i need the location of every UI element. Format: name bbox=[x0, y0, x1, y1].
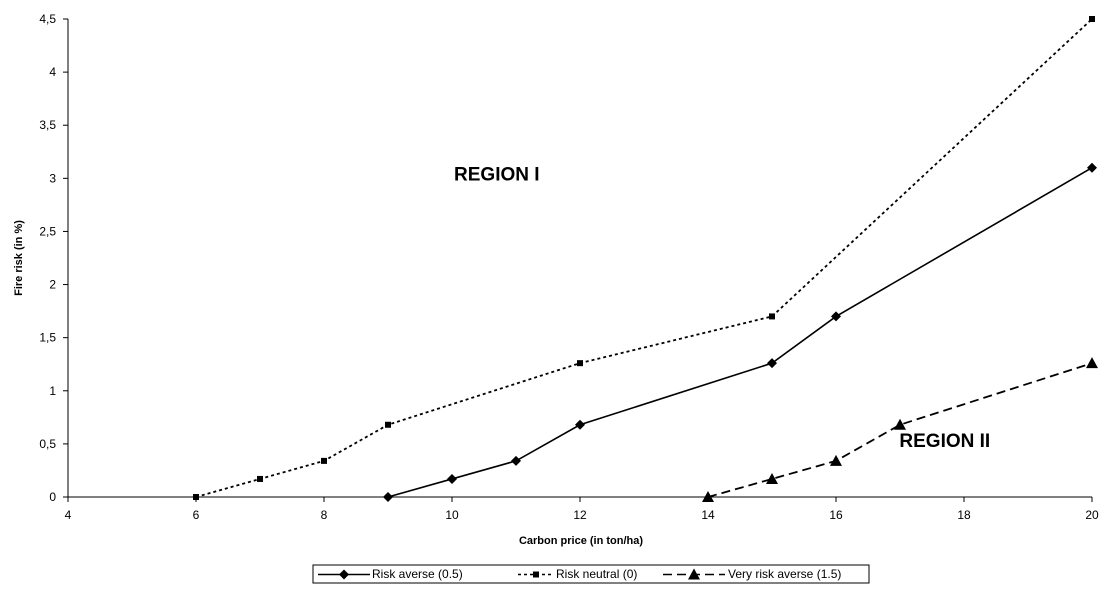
axes bbox=[63, 18, 1093, 502]
x-axis-title: Carbon price (in ton/ha) bbox=[519, 535, 643, 547]
x-tick-label: 4 bbox=[65, 508, 72, 522]
data-point-triangle bbox=[1086, 357, 1098, 369]
data-point-diamond bbox=[1087, 162, 1097, 173]
y-tick-label: 3 bbox=[49, 171, 56, 185]
data-point-square bbox=[769, 313, 775, 320]
y-tick-label: 1 bbox=[49, 384, 56, 398]
data-point-square bbox=[577, 360, 583, 367]
x-tick-label: 6 bbox=[193, 508, 200, 522]
data-point-diamond bbox=[447, 473, 457, 484]
region-label-2: REGION II bbox=[899, 431, 990, 452]
y-tick-label: 3,5 bbox=[39, 118, 56, 132]
legend-label-2: Risk neutral (0) bbox=[556, 567, 637, 581]
y-tick-label: 0 bbox=[49, 490, 56, 504]
data-point-diamond bbox=[383, 492, 393, 502]
data-point-square bbox=[193, 494, 199, 500]
data-point-square bbox=[257, 475, 263, 482]
data-point-square bbox=[1089, 16, 1095, 22]
x-tick-label: 8 bbox=[321, 508, 328, 522]
y-tick-label: 4,5 bbox=[39, 12, 56, 26]
legend-label-3: Very risk averse (1.5) bbox=[728, 567, 841, 581]
x-tick-label: 18 bbox=[957, 508, 971, 522]
x-tick-label: 12 bbox=[573, 508, 587, 522]
data-point-triangle bbox=[894, 418, 906, 430]
data-point-diamond bbox=[767, 358, 777, 369]
legend-label-1: Risk averse (0.5) bbox=[372, 567, 463, 581]
data-point-triangle bbox=[830, 454, 842, 466]
y-axis-title: Fire risk (in %) bbox=[13, 220, 25, 296]
series-lines bbox=[195, 18, 1093, 498]
tick-labels: 0 0,5 1 1,5 2 2,5 3 3,5 4 4,5 4 6 8 10 12 14 16 18 20 bbox=[39, 12, 1099, 522]
y-tick-label: 2,5 bbox=[39, 224, 56, 238]
data-point-square bbox=[321, 457, 327, 464]
y-tick-label: 2 bbox=[49, 278, 56, 292]
data-point-triangle bbox=[766, 472, 778, 484]
y-tick-label: 0,5 bbox=[39, 437, 56, 451]
legend-box bbox=[312, 564, 870, 584]
data-point-triangle bbox=[702, 491, 714, 502]
data-point-square bbox=[385, 421, 391, 428]
y-tick-label: 4 bbox=[49, 65, 56, 79]
x-tick-label: 10 bbox=[445, 508, 459, 522]
legend-marker-square bbox=[533, 571, 539, 578]
data-point-diamond bbox=[575, 419, 585, 430]
x-tick-label: 16 bbox=[829, 508, 843, 522]
y-tick-label: 1,5 bbox=[39, 331, 56, 345]
region-label-1: REGION I bbox=[454, 164, 540, 185]
x-tick-label: 20 bbox=[1085, 508, 1099, 522]
x-tick-label: 14 bbox=[701, 508, 715, 522]
series-line-2 bbox=[195, 18, 1093, 498]
data-point-diamond bbox=[831, 311, 841, 322]
data-point-diamond bbox=[511, 455, 521, 466]
legend: Risk averse (0.5) Risk neutral (0) Very ri… bbox=[312, 564, 870, 584]
annotations: REGION I REGION II bbox=[454, 164, 990, 452]
legend-marker-triangle bbox=[688, 568, 700, 580]
series-markers bbox=[193, 16, 1098, 502]
legend-marker-diamond bbox=[339, 569, 349, 580]
